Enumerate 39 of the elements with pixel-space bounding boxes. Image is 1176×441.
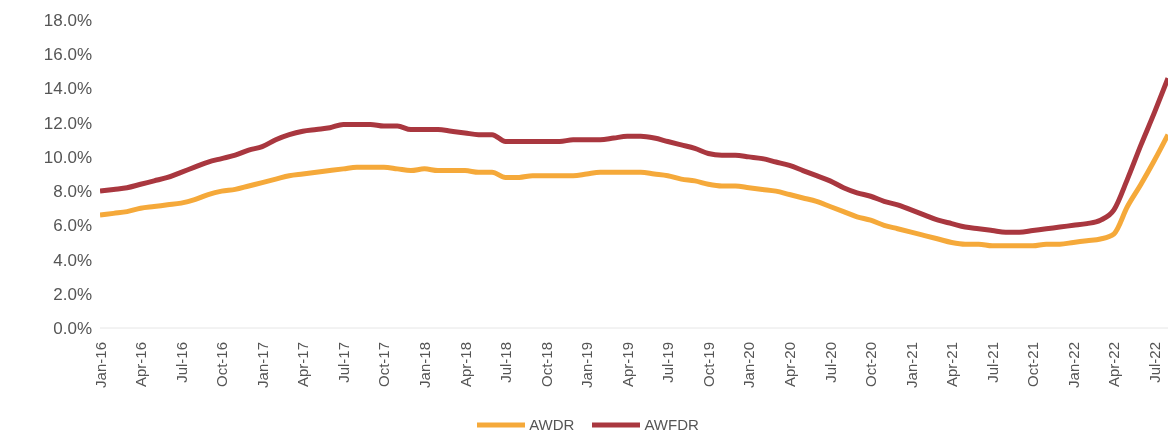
x-tick-label: Apr-20 bbox=[780, 342, 798, 388]
x-tick-label: Jul-21 bbox=[983, 342, 1001, 383]
x-tick-label: Oct-20 bbox=[862, 342, 880, 388]
x-tick-label: Jul-18 bbox=[497, 342, 515, 383]
x-tick-label: Apr-17 bbox=[294, 342, 312, 388]
y-tick-label: 14.0% bbox=[43, 79, 92, 99]
y-tick-label: 6.0% bbox=[53, 216, 92, 236]
x-tick-label: Jul-22 bbox=[1145, 342, 1163, 383]
x-tick-label: Jan-20 bbox=[740, 342, 758, 388]
legend-label: AWDR bbox=[528, 416, 575, 433]
x-tick-label: Oct-18 bbox=[537, 342, 555, 388]
x-tick-label: Jul-20 bbox=[821, 342, 839, 383]
y-tick-label: 8.0% bbox=[53, 182, 92, 202]
x-tick-label: Jan-17 bbox=[253, 342, 271, 388]
legend-label: AWFDR bbox=[643, 416, 699, 433]
x-tick-label: Oct-19 bbox=[699, 342, 717, 388]
y-tick-label: 10.0% bbox=[43, 147, 92, 167]
y-tick-label: 12.0% bbox=[43, 113, 92, 133]
y-tick-label: 0.0% bbox=[53, 319, 92, 339]
x-tick-label: Apr-16 bbox=[132, 342, 150, 388]
y-tick-label: 4.0% bbox=[53, 250, 92, 270]
y-tick-label: 2.0% bbox=[53, 284, 92, 304]
x-tick-label: Oct-21 bbox=[1024, 342, 1042, 388]
x-tick-label: Jan-21 bbox=[902, 342, 920, 388]
x-tick-label: Jan-19 bbox=[578, 342, 596, 388]
x-tick-label: Oct-17 bbox=[375, 342, 393, 388]
y-tick-label: 18.0% bbox=[43, 11, 92, 31]
x-tick-label: Apr-19 bbox=[618, 342, 636, 388]
x-tick-label: Apr-21 bbox=[943, 342, 961, 388]
x-tick-label: Jul-19 bbox=[659, 342, 677, 383]
x-tick-label: Apr-22 bbox=[1105, 342, 1123, 388]
x-tick-label: Apr-18 bbox=[456, 342, 474, 388]
x-tick-label: Jan-18 bbox=[415, 342, 433, 388]
x-tick-label: Jan-22 bbox=[1064, 342, 1082, 388]
x-tick-label: Oct-16 bbox=[213, 342, 231, 388]
x-tick-label: Jul-16 bbox=[172, 342, 190, 383]
y-tick-label: 16.0% bbox=[43, 45, 92, 65]
x-tick-label: Jul-17 bbox=[334, 342, 352, 383]
x-tick-label: Jan-16 bbox=[91, 342, 109, 388]
